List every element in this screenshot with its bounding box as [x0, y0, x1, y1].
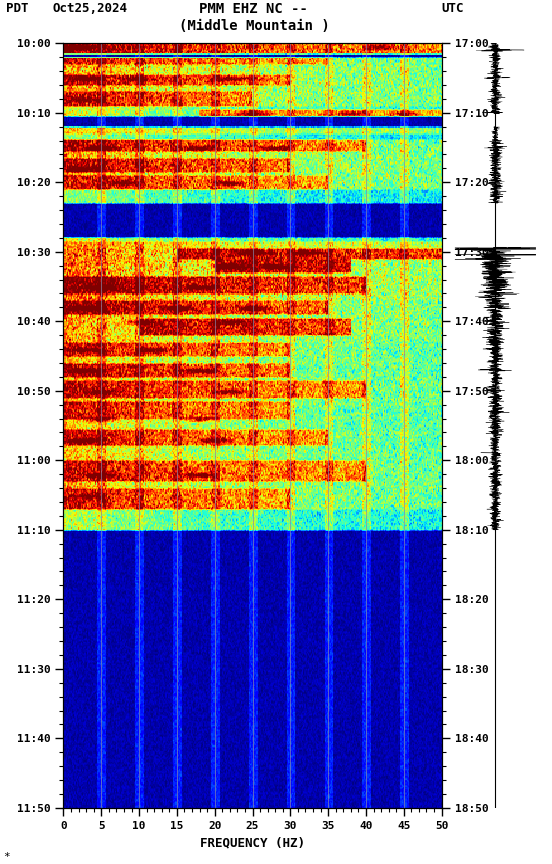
Text: PDT: PDT [6, 3, 28, 16]
X-axis label: FREQUENCY (HZ): FREQUENCY (HZ) [200, 836, 305, 849]
Text: *: * [3, 852, 9, 861]
Text: PMM EHZ NC --: PMM EHZ NC -- [199, 3, 309, 16]
Text: Oct25,2024: Oct25,2024 [52, 3, 128, 16]
Text: UTC: UTC [442, 3, 464, 16]
Text: (Middle Mountain ): (Middle Mountain ) [178, 19, 330, 33]
